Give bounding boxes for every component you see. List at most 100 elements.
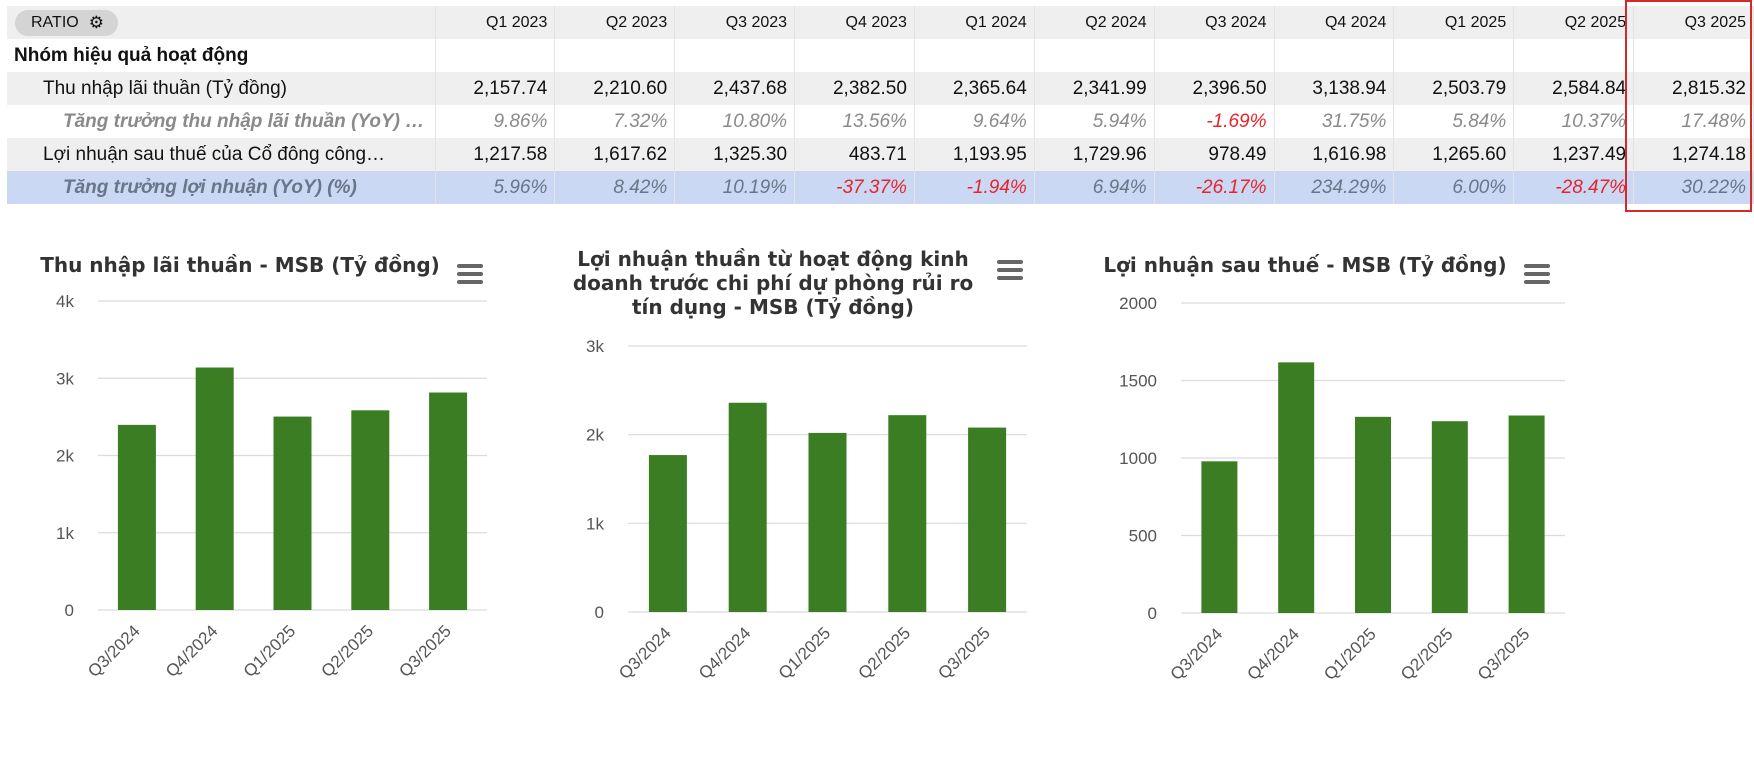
- bar[interactable]: [888, 415, 927, 612]
- table-cell: 10.37%: [1513, 105, 1635, 138]
- table-cell: 6.94%: [1034, 171, 1155, 204]
- y-tick-label: 4k: [56, 292, 74, 311]
- table-cell: 978.49: [1154, 138, 1275, 171]
- column-header[interactable]: Q3 2025: [1633, 6, 1754, 39]
- table-cell: 2,210.60: [554, 72, 676, 105]
- table-cell: 1,265.60: [1393, 138, 1515, 171]
- bar[interactable]: [1278, 362, 1315, 613]
- table-row[interactable]: Tăng trưởng thu nhập lãi thuần (YoY) (%)…: [7, 105, 1754, 138]
- y-tick-label: 1k: [586, 514, 604, 533]
- table-cell: 234.29%: [1274, 171, 1395, 204]
- table-cell: 2,437.68: [674, 72, 796, 105]
- table-cell: 1,325.30: [674, 138, 796, 171]
- group-row: Nhóm hiệu quả hoạt động: [7, 39, 1754, 72]
- table-cell: 6.00%: [1393, 171, 1515, 204]
- bar[interactable]: [808, 432, 847, 612]
- column-header[interactable]: Q3 2023: [674, 6, 796, 39]
- chart-title: Lợi nhuận sau thuế - MSB (Tỷ đồng): [1103, 253, 1506, 277]
- chart-title: tín dụng - MSB (Tỷ đồng): [632, 295, 914, 319]
- table-cell: 1,193.95: [914, 138, 1035, 171]
- bar[interactable]: [968, 427, 1007, 612]
- x-tick-label: Q3/2024: [84, 621, 144, 681]
- x-tick-label: Q1/2025: [1320, 624, 1380, 684]
- chart-svg: Lợi nhuận sau thuế - MSB (Tỷ đồng) 0 500 10…: [1103, 253, 1565, 684]
- table-cell: 483.71: [794, 138, 915, 171]
- group-label: Nhóm hiệu quả hoạt động: [7, 39, 436, 72]
- table-cell: 13.56%: [794, 105, 915, 138]
- x-tick-label: Q1/2025: [240, 621, 300, 681]
- bar[interactable]: [195, 367, 234, 610]
- hamburger-menu-icon[interactable]: [1524, 264, 1550, 284]
- table-cell: 2,396.50: [1154, 72, 1275, 105]
- x-tick-label: Q1/2025: [775, 623, 835, 683]
- x-tick-label: Q4/2024: [695, 623, 755, 683]
- x-tick-label: Q4/2024: [162, 621, 222, 681]
- ratio-button[interactable]: RATIO ⚙: [15, 9, 118, 36]
- table-cell: 30.22%: [1633, 171, 1754, 204]
- table-cell: 2,365.64: [914, 72, 1035, 105]
- x-tick-label: Q3/2025: [395, 621, 455, 681]
- bar[interactable]: [429, 392, 468, 610]
- chart-profit-after-tax: Lợi nhuận sau thuế - MSB (Tỷ đồng) 0 500 10…: [1103, 240, 1754, 780]
- table-cell: 2,341.99: [1034, 72, 1155, 105]
- table-cell: -26.17%: [1154, 171, 1275, 204]
- table-cell: 1,217.58: [435, 138, 556, 171]
- y-tick-label: 2k: [586, 426, 604, 445]
- table-cell: 2,584.84: [1513, 72, 1635, 105]
- x-tick-label: Q3/2025: [1474, 624, 1534, 684]
- table-cell: -37.37%: [794, 171, 915, 204]
- row-label: Lợi nhuận sau thuế của Cổ đông công…: [7, 138, 436, 171]
- row-label: Tăng trưởng lợi nhuận (YoY) (%): [7, 171, 436, 204]
- hamburger-menu-icon[interactable]: [457, 264, 483, 284]
- chart-svg: Thu nhập lãi thuần - MSB (Tỷ đồng) 0 1k 2k 3…: [40, 253, 487, 681]
- table-cell: 1,729.96: [1034, 138, 1155, 171]
- table-cell: 5.96%: [435, 171, 556, 204]
- column-header[interactable]: Q1 2025: [1393, 6, 1515, 39]
- column-header[interactable]: Q1 2023: [435, 6, 556, 39]
- gear-icon: ⚙: [88, 13, 104, 32]
- chart-title: Lợi nhuận thuần từ hoạt động kinh: [577, 247, 968, 271]
- bar[interactable]: [117, 424, 156, 610]
- table-row[interactable]: Thu nhập lãi thuần (Tỷ đồng) 2,157.74 2,21…: [7, 72, 1754, 105]
- table-cell: 17.48%: [1633, 105, 1754, 138]
- table-cell: 31.75%: [1274, 105, 1395, 138]
- y-tick-label: 3k: [56, 369, 74, 388]
- hamburger-menu-icon[interactable]: [997, 260, 1023, 280]
- table-cell: 2,382.50: [794, 72, 915, 105]
- bar[interactable]: [1355, 416, 1391, 613]
- row-label: Tăng trưởng thu nhập lãi thuần (YoY) (%): [7, 105, 436, 138]
- column-header[interactable]: Q4 2023: [794, 6, 915, 39]
- x-tick-label: Q2/2025: [318, 621, 378, 681]
- table-row[interactable]: Lợi nhuận sau thuế của Cổ đông công… 1,21…: [7, 138, 1754, 171]
- table-cell: 5.94%: [1034, 105, 1155, 138]
- table-row[interactable]: Tăng trưởng lợi nhuận (YoY) (%) 5.96% 8.42…: [7, 171, 1754, 204]
- ratio-label: RATIO: [31, 13, 79, 31]
- column-header[interactable]: Q2 2025: [1513, 6, 1635, 39]
- column-header[interactable]: Q2 2023: [554, 6, 676, 39]
- table-cell: 1,237.49: [1513, 138, 1635, 171]
- bar[interactable]: [1201, 461, 1238, 613]
- bar[interactable]: [728, 402, 767, 612]
- bar[interactable]: [273, 416, 312, 610]
- x-tick-label: Q3/2025: [934, 623, 994, 683]
- bar[interactable]: [351, 410, 390, 610]
- column-header[interactable]: Q2 2024: [1034, 6, 1155, 39]
- table-cell: 1,274.18: [1633, 138, 1754, 171]
- y-tick-label: 2000: [1119, 294, 1157, 313]
- bar[interactable]: [1508, 415, 1545, 613]
- table-cell: 10.80%: [674, 105, 796, 138]
- row-label: Thu nhập lãi thuần (Tỷ đồng): [7, 72, 436, 105]
- table-cell: 3,138.94: [1274, 72, 1395, 105]
- table-header-row: RATIO ⚙ Q1 2023 Q2 2023 Q3 2023 Q4 2023 …: [7, 6, 1754, 39]
- bar[interactable]: [1431, 421, 1468, 613]
- table-cell: 5.84%: [1393, 105, 1515, 138]
- column-header[interactable]: Q3 2024: [1154, 6, 1275, 39]
- table-cell: -1.69%: [1154, 105, 1275, 138]
- chart-operating-profit: Lợi nhuận thuần từ hoạt động kinh doanh t…: [573, 240, 1170, 780]
- column-header[interactable]: Q1 2024: [914, 6, 1035, 39]
- bar[interactable]: [648, 455, 687, 612]
- column-header[interactable]: Q4 2024: [1274, 6, 1395, 39]
- chart-title: doanh trước chi phí dự phòng rủi ro: [573, 271, 973, 295]
- y-tick-label: 2k: [56, 447, 74, 466]
